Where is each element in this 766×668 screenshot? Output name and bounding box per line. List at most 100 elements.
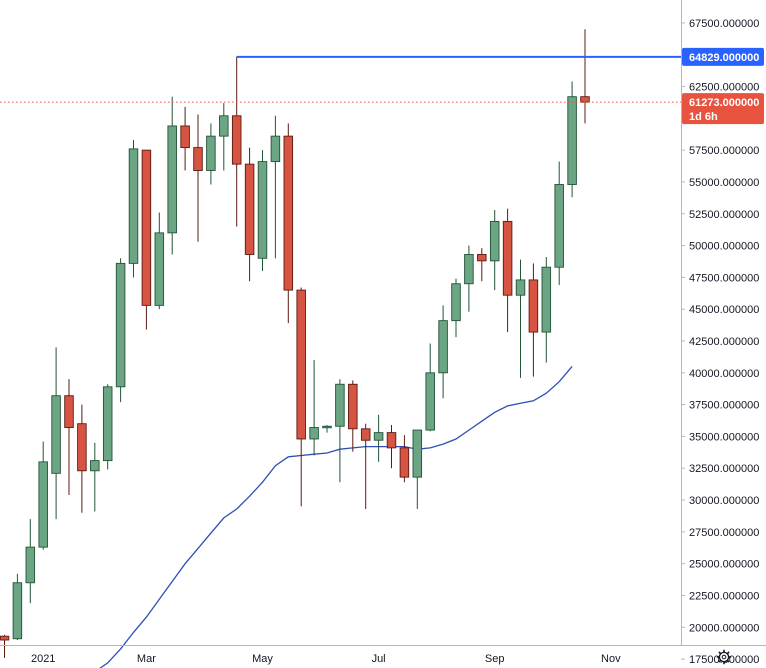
candle-body [167,125,177,234]
candle-up [425,343,435,432]
candle-up [12,573,23,641]
candle-body [193,147,203,171]
candle-down [528,263,539,377]
candle-down [360,423,371,509]
candle-body [283,135,294,291]
candle-body [541,266,552,333]
candle-up [51,347,61,520]
candle-body [360,428,371,441]
candle-body [464,254,474,285]
candle-body [515,279,526,296]
candle-body [451,283,461,322]
y-tick-label: 32500.000000 [689,463,759,475]
candle-down [477,248,487,282]
candle-up [489,209,500,291]
candle-body [425,372,435,431]
y-tick-label: 47500.000000 [689,272,759,284]
candle-body [219,115,229,137]
candle-body [244,163,255,255]
candle-body [180,125,190,149]
candle-down [231,56,242,227]
candle-body [90,460,100,472]
y-tick-label: 30000.000000 [689,495,759,507]
candle-body [554,184,564,268]
candle-up [90,442,100,512]
candle-body [296,289,306,440]
last-price-tag-bg [682,93,764,125]
grid-lines [0,23,681,659]
candle-up [567,81,577,198]
y-tick-label: 67500.000000 [689,18,759,30]
candle-body [580,96,590,103]
candle-up [206,123,216,185]
candle-down [348,380,358,452]
candle-body [528,279,539,333]
candle-up [464,245,474,312]
last-price-tag-text: 61273.000000 [689,97,759,109]
candle-body [115,262,126,388]
horizontal-line-tag-text: 64829.000000 [689,52,759,64]
candle-up [154,212,165,310]
gear-icon[interactable] [716,649,732,665]
y-tick-label: 20000.000000 [689,622,759,634]
candle-body [141,149,152,306]
candle-up [219,103,229,171]
candle-down [283,123,294,324]
candle-up [25,519,36,604]
candle-up [309,360,319,456]
candle-body [477,254,487,262]
y-tick-label: 22500.000000 [689,590,759,602]
y-tick-label: 27500.000000 [689,527,759,539]
horizontal-line-tag-bg [682,47,764,66]
y-tick-label: 62500.000000 [689,82,759,94]
candle-body [412,429,423,478]
gear-hub [721,654,727,660]
candle-body [51,395,61,474]
candle-body [322,425,332,429]
y-tick-label: 57500.000000 [689,145,759,157]
candle-body [270,135,281,163]
candle-body [502,220,513,296]
candle-down [296,287,306,507]
y-tick-label: 55000.000000 [689,177,759,189]
candle-up [541,257,552,363]
candle-body [154,232,165,306]
candle-down [180,106,190,171]
candle-up [451,278,461,338]
candle-up [438,305,448,399]
candle-body [348,383,358,430]
candle-body [335,383,345,427]
countdown-text: 1d 6h [689,111,718,123]
candle-down [386,424,397,469]
horizontal-line-price-tag: 64829.000000 [682,47,764,66]
y-tick-label: 42500.000000 [689,336,759,348]
candle-up [335,379,345,483]
candle-body [231,115,242,165]
candle-up [322,424,332,433]
candle-down [244,147,255,282]
candle-up [115,258,126,403]
x-tick-label: 2021 [31,653,55,665]
candle-up [167,96,177,255]
candle-body [102,386,113,462]
x-tick-label: Jul [372,653,386,665]
x-tick-label: May [252,653,273,665]
candle-body [257,161,268,259]
candle-body [438,320,448,374]
candle-body [25,546,36,584]
candle-body [77,423,87,472]
candle-up [515,259,526,378]
candle-down [399,435,410,483]
candle-down [141,149,152,330]
candle-body [567,96,577,185]
candle-body [38,461,48,548]
x-tick-label: Mar [137,653,156,665]
y-tick-label: 37500.000000 [689,400,759,412]
y-tick-label: 50000.000000 [689,241,759,253]
candle-up [373,414,384,462]
candle-down [502,208,513,333]
candle-down [580,29,590,124]
